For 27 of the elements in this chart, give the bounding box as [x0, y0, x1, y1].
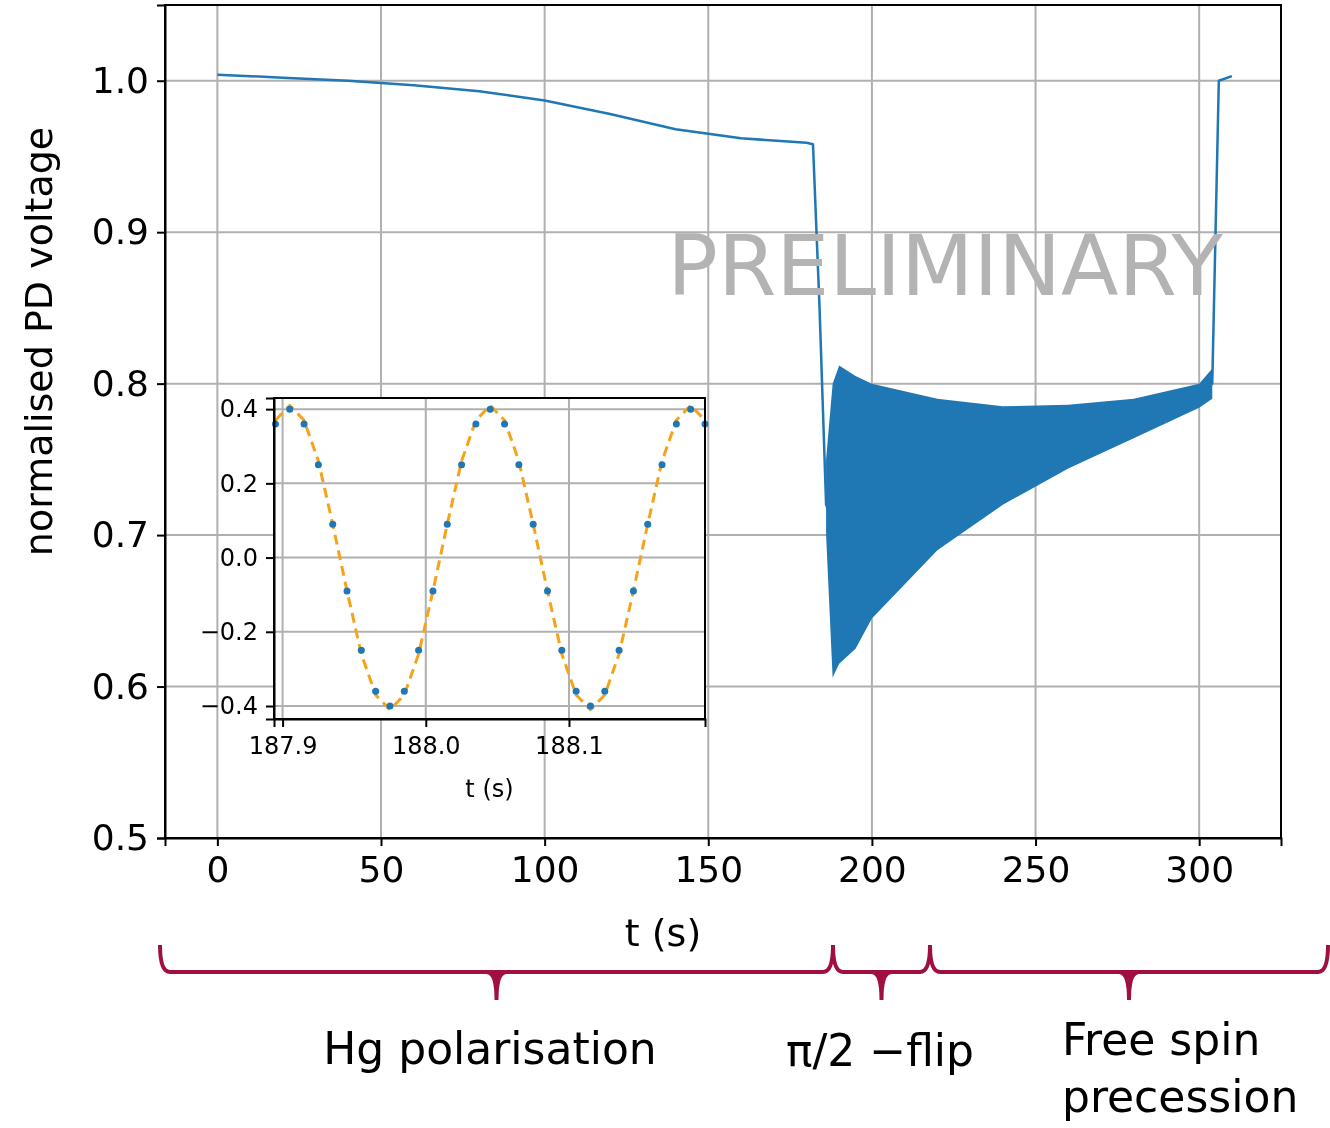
x-tick-label: 50: [358, 848, 405, 890]
y-tick-label: 0.9: [91, 211, 149, 253]
x-tick-label: 100: [510, 848, 580, 890]
x-tick-label: 250: [1001, 848, 1071, 890]
text: Free spin precession: [1062, 1014, 1299, 1123]
y-tick-label: 0.5: [91, 817, 149, 859]
x-tick-label: 187.9: [248, 732, 318, 761]
y-tick-label: 0.2: [219, 469, 258, 498]
y-tick-label: −0.2: [199, 617, 258, 646]
y-tick-label: −0.4: [199, 692, 258, 721]
text: Hg polarisation: [323, 1023, 657, 1074]
x-tick-label: 200: [838, 848, 907, 890]
y-tick-label: 0.6: [91, 665, 149, 707]
x-axis-title: t (s): [465, 775, 514, 803]
x-tick-label: 188.0: [391, 732, 461, 761]
x-tick-label: 0: [206, 848, 230, 890]
y-tick-label: 0.0: [219, 543, 258, 572]
y-axis-title: normalised PD voltage: [17, 126, 61, 557]
y-tick-label: 0.4: [219, 395, 258, 424]
x-tick-label: 150: [674, 848, 744, 890]
text: π/2 −flip: [785, 1025, 975, 1076]
y-tick-label: 1.0: [91, 59, 149, 101]
x-tick-label: 300: [1165, 848, 1235, 890]
x-axis-title: t (s): [624, 911, 702, 955]
y-tick-label: 0.8: [91, 362, 149, 404]
y-tick-label: 0.7: [91, 514, 149, 556]
x-tick-label: 188.1: [535, 732, 604, 761]
